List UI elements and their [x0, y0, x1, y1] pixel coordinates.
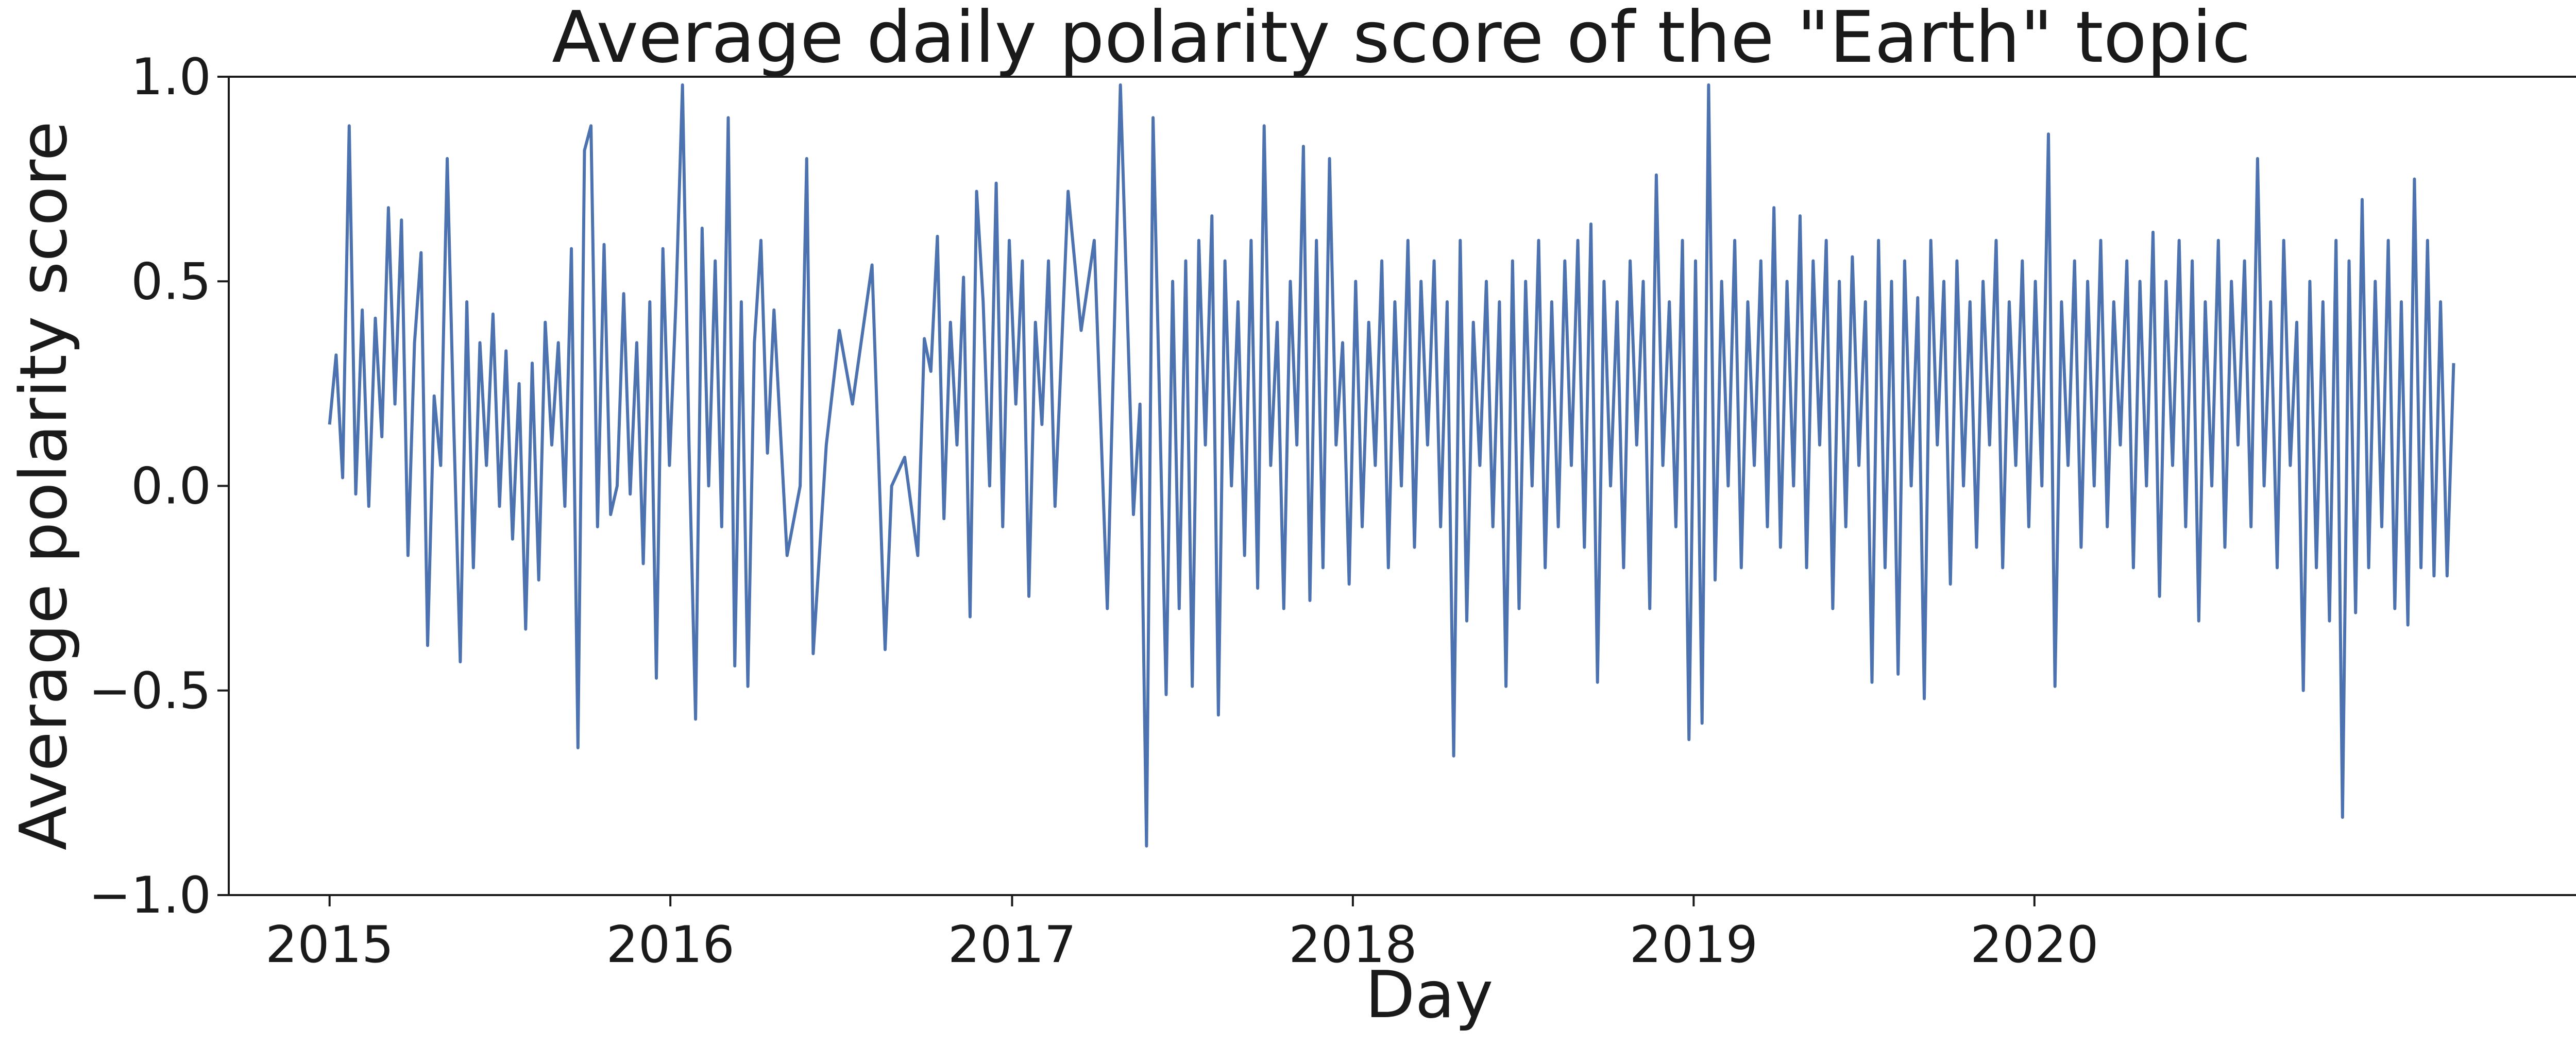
x-tick-label: 2018 [1289, 916, 1417, 974]
x-axis-label: Day [1365, 957, 1494, 1033]
x-axis: 2015 2016 2017 2018 2019 2020 [265, 895, 2099, 974]
y-tick-label: 0.0 [131, 457, 211, 516]
x-tick-label: 2016 [606, 916, 734, 974]
y-tick-label: −1.0 [89, 866, 211, 925]
y-axis: −1.0 −0.5 0.0 0.5 1.0 [89, 48, 229, 925]
y-axis-label: Average polarity score [6, 121, 81, 850]
x-tick-label: 2015 [265, 916, 394, 974]
y-tick-label: 0.5 [131, 252, 211, 311]
y-tick-label: −0.5 [89, 662, 211, 720]
y-tick-label: 1.0 [131, 48, 211, 107]
x-tick-label: 2020 [1970, 916, 2098, 974]
x-tick-label: 2017 [948, 916, 1076, 974]
x-tick-label: 2019 [1630, 916, 1758, 974]
series-layer [328, 83, 2455, 848]
series-line [328, 83, 2455, 848]
chart-title: Average daily polarity score of the "Ear… [552, 0, 2251, 79]
